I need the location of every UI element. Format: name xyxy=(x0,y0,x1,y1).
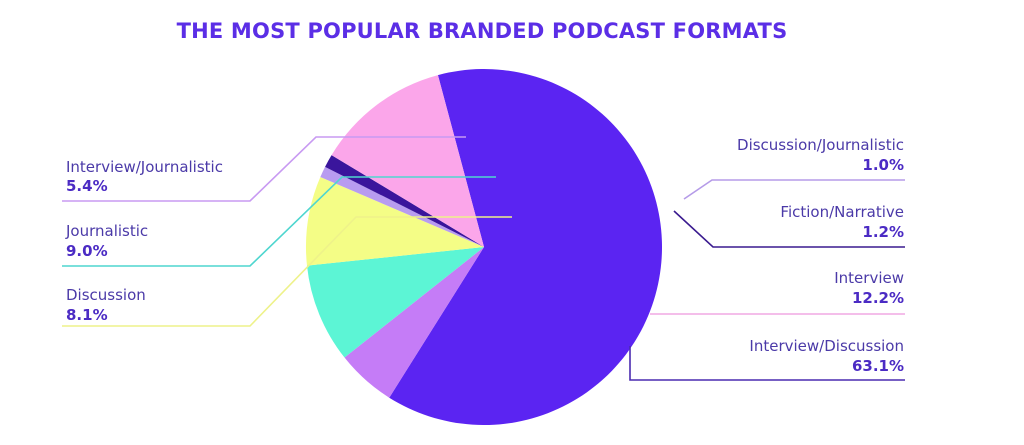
slice-label-interview: Interview xyxy=(834,269,904,287)
pie-slices xyxy=(306,69,663,426)
pie-slice-discussion xyxy=(306,176,484,266)
leader-line-discussion-journalistic xyxy=(683,179,905,200)
leader-line-journalistic xyxy=(62,176,496,267)
leader-line-interview-journalistic xyxy=(62,136,466,202)
slice-label-fiction-narrative: Fiction/Narrative xyxy=(780,203,904,221)
slice-label-discussion: Discussion xyxy=(66,286,146,304)
pie-slice-interview-journalistic xyxy=(344,247,484,398)
slice-value-interview-journalistic: 5.4% xyxy=(66,177,108,195)
slice-label-interview-journalistic: Interview/Journalistic xyxy=(66,158,223,176)
slice-value-interview-discussion: 63.1% xyxy=(852,357,904,375)
slice-value-interview: 12.2% xyxy=(852,289,904,307)
leader-line-fiction-narrative xyxy=(673,210,905,248)
slice-value-fiction-narrative: 1.2% xyxy=(862,223,904,241)
chart-title: THE MOST POPULAR BRANDED PODCAST FORMATS xyxy=(177,19,788,43)
slice-label-journalistic: Journalistic xyxy=(65,222,148,240)
pie-slice-journalistic xyxy=(306,247,484,358)
pie-slice-fiction-narrative xyxy=(325,155,484,247)
slice-label-interview-discussion: Interview/Discussion xyxy=(749,337,904,355)
slice-value-journalistic: 9.0% xyxy=(66,242,108,260)
pie-slice-interview-discussion xyxy=(389,69,663,426)
slice-value-discussion: 8.1% xyxy=(66,306,108,324)
pie-slice-interview xyxy=(331,75,484,247)
leader-line-interview-discussion xyxy=(629,346,905,381)
slice-label-discussion-journalistic: Discussion/Journalistic xyxy=(737,136,904,154)
pie-slice-discussion-journalistic xyxy=(320,166,484,247)
slice-value-discussion-journalistic: 1.0% xyxy=(862,156,904,174)
slice-labels: Interview/Discussion 63.1% Interview/Journ… xyxy=(65,136,904,375)
leader-line-discussion xyxy=(62,216,512,327)
leader-lines xyxy=(62,136,905,381)
